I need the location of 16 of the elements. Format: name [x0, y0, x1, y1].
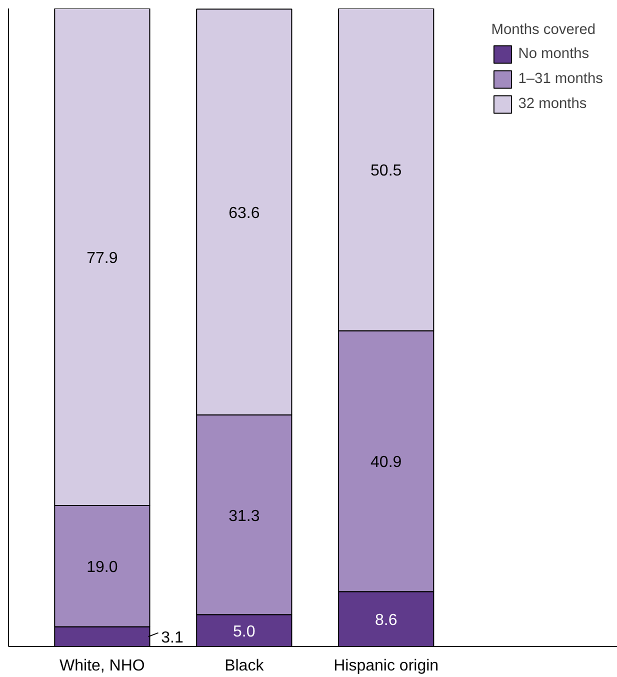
legend-label: No months: [518, 46, 590, 62]
data-label: 40.9: [370, 454, 402, 472]
data-label: 31.3: [228, 508, 260, 525]
x-tick-label: Hispanic origin: [334, 658, 439, 674]
data-label: 77.9: [86, 250, 118, 267]
data-label: 3.1: [161, 630, 184, 647]
x-tick-label: White, NHO: [60, 658, 145, 674]
data-label: 63.6: [228, 205, 260, 222]
legend-label: 32 months: [518, 96, 587, 112]
legend-label: 1–31 months: [518, 71, 603, 87]
data-label: 50.5: [370, 162, 402, 180]
data-label: 5.0: [233, 624, 256, 641]
data-label: 8.6: [374, 612, 398, 630]
data-label: 19.0: [86, 559, 118, 576]
x-tick-label: Black: [224, 658, 265, 674]
legend-title: Months covered: [491, 22, 597, 38]
